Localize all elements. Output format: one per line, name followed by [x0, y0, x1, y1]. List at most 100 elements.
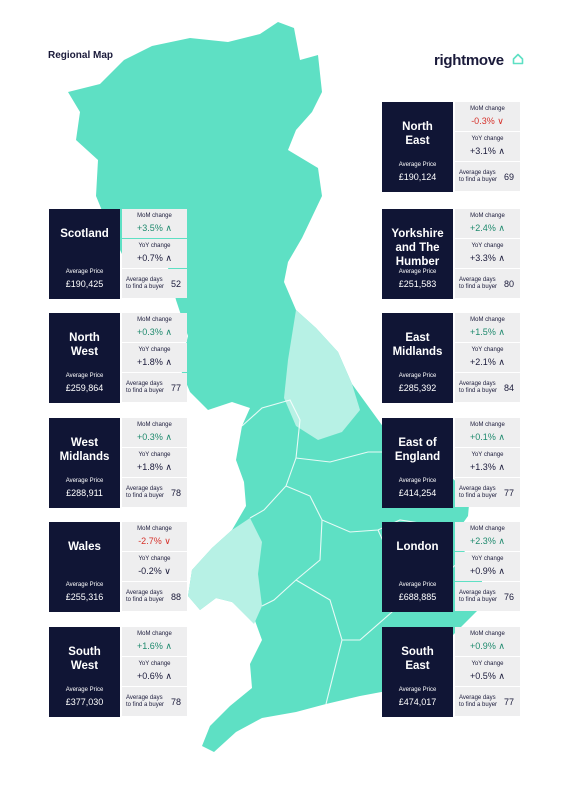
yoy-change-number: +1.3%: [470, 462, 496, 472]
days-to-sell-label: Average days to find a buyer: [459, 695, 497, 709]
region-name-line: England: [394, 451, 441, 463]
mom-change-number: -0.3%: [471, 116, 495, 126]
arrow-up-icon: ∧: [498, 462, 505, 472]
region-name-line: East: [405, 660, 430, 672]
arrow-up-icon: ∧: [498, 327, 505, 337]
region-card-london: London Average Price £688,885 MoM change…: [382, 522, 520, 612]
yoy-change-number: +1.8%: [137, 462, 163, 472]
days-label-line2: to find a buyer: [126, 284, 165, 290]
mom-change-label: MoM change: [470, 422, 505, 428]
avg-price-value: £688,885: [398, 592, 437, 602]
region-name-box: Wales Average Price £255,316: [49, 522, 120, 612]
days-to-sell-label: Average days to find a buyer: [126, 590, 164, 604]
mom-change-number: +0.9%: [470, 641, 496, 651]
days-to-sell-label: Average days to find a buyer: [126, 695, 164, 709]
mom-change-value: +0.3% ∧: [122, 432, 187, 443]
avg-price-value: £255,316: [65, 592, 104, 602]
mom-change-number: +0.3%: [137, 432, 163, 442]
mom-change-label: MoM change: [470, 317, 505, 323]
region-name: North West: [51, 331, 118, 359]
region-name-line: South: [401, 646, 434, 658]
days-label-line1: Average days: [459, 486, 496, 492]
map-region-north-east: [284, 310, 360, 440]
yoy-change-box: YoY change +0.9% ∧: [455, 552, 520, 581]
arrow-up-icon: ∧: [165, 462, 172, 472]
region-name-line: Humber: [395, 256, 440, 268]
mom-change-label: MoM change: [470, 106, 505, 112]
days-to-sell-label: Average days to find a buyer: [459, 486, 497, 500]
region-stats: MoM change +1.6% ∧ YoY change +0.6% ∧ Av…: [122, 627, 187, 717]
yoy-change-box: YoY change -0.2% ∨: [122, 552, 187, 581]
avg-price-label: Average Price: [65, 269, 104, 275]
mom-change-box: MoM change -2.7% ∨: [122, 522, 187, 551]
yoy-change-value: +3.1% ∧: [455, 146, 520, 157]
yoy-change-number: +1.8%: [137, 357, 163, 367]
mom-change-box: MoM change +2.4% ∧: [455, 209, 520, 238]
mom-change-box: MoM change -0.3% ∨: [455, 102, 520, 131]
days-to-sell-label: Average days to find a buyer: [459, 277, 497, 291]
yoy-change-value: +0.7% ∧: [122, 253, 187, 264]
mom-change-value: +0.9% ∧: [455, 641, 520, 652]
days-label-line2: to find a buyer: [459, 284, 498, 290]
days-to-sell-value: 77: [503, 488, 514, 498]
days-label-line1: Average days: [126, 381, 163, 387]
region-name: Yorkshire and The Humber: [384, 227, 451, 269]
avg-price-value: £190,124: [398, 172, 437, 182]
yoy-change-label: YoY change: [138, 347, 171, 353]
days-to-sell-box: Average days to find a buyer 77: [455, 478, 520, 507]
yoy-change-label: YoY change: [138, 452, 171, 458]
days-label-line1: Average days: [126, 277, 163, 283]
mom-change-label: MoM change: [137, 422, 172, 428]
mom-change-box: MoM change +0.9% ∧: [455, 627, 520, 656]
arrow-up-icon: ∧: [498, 566, 505, 576]
avg-price-label: Average Price: [65, 373, 104, 379]
mom-change-value: +3.5% ∧: [122, 223, 187, 234]
yoy-change-box: YoY change +1.8% ∧: [122, 448, 187, 477]
mom-change-box: MoM change +2.3% ∧: [455, 522, 520, 551]
days-label-line2: to find a buyer: [459, 493, 498, 499]
days-label-line1: Average days: [126, 486, 163, 492]
region-stats: MoM change -0.3% ∨ YoY change +3.1% ∧ Av…: [455, 102, 520, 192]
yoy-change-label: YoY change: [471, 452, 504, 458]
days-to-sell-value: 77: [503, 697, 514, 707]
region-name-box: North East Average Price £190,124: [382, 102, 453, 192]
mom-change-value: -0.3% ∨: [455, 116, 520, 127]
yoy-change-box: YoY change +0.7% ∧: [122, 239, 187, 268]
arrow-up-icon: ∧: [498, 223, 505, 233]
region-card-east-of-england: East of England Average Price £414,254 Mo…: [382, 418, 520, 508]
mom-change-box: MoM change +0.1% ∧: [455, 418, 520, 447]
yoy-change-number: +3.1%: [470, 146, 496, 156]
yoy-change-number: +3.3%: [470, 253, 496, 263]
arrow-up-icon: ∧: [498, 432, 505, 442]
yoy-change-box: YoY change +0.6% ∧: [122, 657, 187, 686]
yoy-change-label: YoY change: [471, 136, 504, 142]
region-name-line: Scotland: [60, 228, 109, 240]
days-label-line2: to find a buyer: [459, 388, 498, 394]
yoy-change-number: +0.5%: [470, 671, 496, 681]
arrow-up-icon: ∧: [498, 536, 505, 546]
yoy-change-number: +0.7%: [137, 253, 163, 263]
yoy-change-value: +1.8% ∧: [122, 462, 187, 473]
mom-change-box: MoM change +0.3% ∧: [122, 418, 187, 447]
days-to-sell-label: Average days to find a buyer: [459, 590, 497, 604]
days-label-line1: Average days: [459, 590, 496, 596]
region-name-line: West: [70, 437, 99, 449]
days-to-sell-label: Average days to find a buyer: [459, 381, 497, 395]
avg-price-value: £474,017: [398, 697, 437, 707]
region-card-west-midlands: West Midlands Average Price £288,911 MoM …: [49, 418, 187, 508]
arrow-up-icon: ∧: [498, 146, 505, 156]
region-name-line: East of: [398, 437, 437, 449]
mom-change-value: +2.3% ∧: [455, 536, 520, 547]
days-to-sell-box: Average days to find a buyer 84: [455, 373, 520, 402]
days-to-sell-label: Average days to find a buyer: [459, 170, 497, 184]
days-label-line1: Average days: [459, 695, 496, 701]
mom-change-label: MoM change: [470, 213, 505, 219]
yoy-change-box: YoY change +3.3% ∧: [455, 239, 520, 268]
region-name-line: North: [402, 121, 433, 133]
yoy-change-box: YoY change +3.1% ∧: [455, 132, 520, 161]
yoy-change-box: YoY change +1.3% ∧: [455, 448, 520, 477]
avg-price-label: Average Price: [398, 687, 437, 693]
yoy-change-value: +0.9% ∧: [455, 566, 520, 577]
yoy-change-label: YoY change: [471, 661, 504, 667]
region-name-line: East: [405, 135, 430, 147]
